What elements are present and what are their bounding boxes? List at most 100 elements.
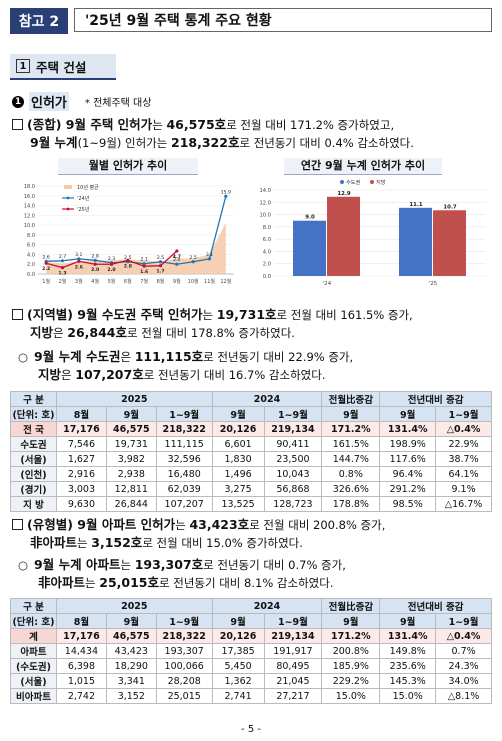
y-tick-label: 10.0 (259, 213, 271, 219)
data-point (158, 260, 163, 264)
y-tick-label: 8.0 (27, 233, 35, 239)
table-row: 아파트 14,434 43,423 193,307 17,385 191,917 200.8… (10, 643, 492, 659)
data-label: 4.7 (173, 254, 181, 260)
data-point (109, 262, 114, 266)
header-cell: 구 분 (10, 391, 57, 407)
data-label: 2.8 (124, 263, 132, 269)
data-label: 2.5 (190, 255, 197, 261)
data-point (207, 257, 212, 261)
table-header-row: 구 분 2025 2024 전월比증감 전년대비 증감 (10, 391, 492, 407)
header-cell: 9월 (211, 406, 265, 422)
header-cell: 9월 (211, 613, 265, 629)
subsection-title: 인허가 (29, 92, 69, 111)
legend-marker (340, 180, 344, 184)
x-tick-label: 11월 (204, 278, 215, 285)
legend-label: 수도권 (346, 178, 361, 186)
header-cell: 9월 (379, 406, 437, 422)
data-point (191, 260, 195, 264)
data-label: 2.5 (157, 255, 164, 261)
bar (399, 207, 432, 276)
data-point (93, 258, 97, 262)
table-subheader-row: (단위: 호) 8월 9월 1~9월 9월 1~9월 9월 9월 1~9월 (10, 613, 492, 629)
y-tick-label: 8.0 (263, 225, 271, 231)
header-cell: 1~9월 (263, 613, 323, 629)
header-cell: 1~9월 (263, 406, 323, 422)
x-tick-label: 2월 (59, 278, 67, 285)
bar-value-label: 11.1 (409, 202, 423, 208)
bar (327, 196, 360, 276)
data-label: 1.3 (58, 271, 66, 277)
header-cell: 9월 (321, 613, 381, 629)
legend-label: 10년 평균 (77, 184, 99, 191)
legend-marker (370, 180, 374, 184)
legend-swatch (64, 185, 72, 189)
header-cell: 2024 (211, 598, 323, 614)
data-point (77, 259, 81, 263)
x-tick-label: 1월 (42, 278, 50, 285)
data-point (158, 264, 163, 268)
table-subheader-row: (단위: 호) 8월 9월 1~9월 9월 1~9월 9월 9월 1~9월 (10, 406, 492, 422)
data-point (224, 194, 228, 198)
header-cell: 1~9월 (155, 406, 213, 422)
checkbox-bullet-icon (12, 519, 23, 530)
data-label: 2.2 (42, 266, 50, 272)
table-row: (서울) 1,627 3,982 32,596 1,830 23,500 144.7% 117… (10, 451, 492, 467)
data-label: 3.1 (206, 252, 213, 258)
page-number: - 5 - (241, 724, 261, 735)
summary-paragraph: (종합) 9월 주택 인허가는 46,575호로 전월 대비 171.2% 증가… (12, 116, 414, 152)
x-tick-label: '25 (429, 281, 437, 287)
header-cell: 전월比증감 (321, 391, 381, 407)
regional-permits-table: 구 분 2025 2024 전월比증감 전년대비 증감 (단위: 호) 8월 9월 1… (10, 391, 492, 512)
data-label: 3.1 (75, 252, 82, 258)
data-point (77, 257, 81, 261)
data-label: 1.6 (140, 269, 148, 275)
header-cell: (단위: 호) (10, 406, 57, 422)
legend-marker (66, 196, 70, 200)
header-cell: 8월 (55, 613, 107, 629)
header-cell: 1~9월 (155, 613, 213, 629)
y-tick-label: 4.0 (27, 252, 35, 258)
header-cell: 1~9월 (435, 406, 492, 422)
data-label: 2.0 (107, 267, 115, 273)
x-tick-label: 10월 (188, 278, 199, 285)
appendix-badge: 참고 2 (10, 8, 68, 34)
data-label: 2.8 (92, 253, 99, 259)
x-tick-label: 8월 (157, 278, 165, 285)
regional-paragraph: (지역별) 9월 수도권 주택 인허가는 19,731호로 전월 대비 161.… (12, 306, 413, 342)
data-point (44, 261, 48, 265)
monthly-permits-line-chart: 0.0 2.0 4.0 6.0 8.0 10.0 12.0 14.0 16.0 18.0 1월 2월 3… (24, 184, 234, 285)
table-row: (서울) 1,015 3,341 28,208 1,362 21,045 229.2% 145… (10, 673, 492, 689)
section-title: 주택 건설 (36, 59, 87, 75)
type-paragraph: (유형별) 9월 아파트 인허가는 43,423호로 전월 대비 200.8% … (12, 516, 385, 552)
header-cell: 2024 (211, 391, 323, 407)
legend-label: '25년 (77, 206, 90, 213)
data-label: 1.7 (156, 269, 164, 275)
subsection-bullet: 1 (12, 95, 24, 108)
y-tick-label: 2.0 (263, 262, 271, 268)
y-tick-label: 10.0 (24, 223, 35, 229)
data-point (60, 259, 65, 263)
header-cell: 9월 (379, 613, 437, 629)
y-tick-label: 0.0 (263, 274, 271, 280)
data-point (142, 262, 146, 266)
data-label: 2.5 (124, 255, 131, 261)
table-row: (인천) 2,916 2,938 16,480 1,496 10,043 0.8% 96.4%… (10, 466, 492, 482)
x-tick-label: 6월 (124, 278, 132, 285)
data-point (142, 264, 146, 268)
subsection-note: * 전체주택 대상 (84, 98, 152, 109)
y-tick-label: 14.0 (24, 204, 35, 210)
header-cell: 9월 (105, 406, 157, 422)
data-point (60, 266, 65, 270)
checkbox-bullet-icon (12, 119, 23, 130)
y-tick-label: 0.0 (27, 272, 35, 278)
data-label: 2.0 (91, 267, 99, 273)
data-label: 2.0 (173, 257, 180, 263)
legend-marker (66, 207, 70, 211)
y-tick-label: 2.0 (27, 262, 35, 268)
header-cell: 전년대비 증감 (379, 598, 492, 614)
header-cell: 1~9월 (435, 613, 492, 629)
header-cell: 8월 (55, 406, 107, 422)
x-tick-label: 3월 (75, 278, 83, 285)
table-row: 수도권 7,546 19,731 111,115 6,601 90,411 161.5% 19… (10, 436, 492, 452)
y-tick-label: 18.0 (24, 184, 35, 190)
